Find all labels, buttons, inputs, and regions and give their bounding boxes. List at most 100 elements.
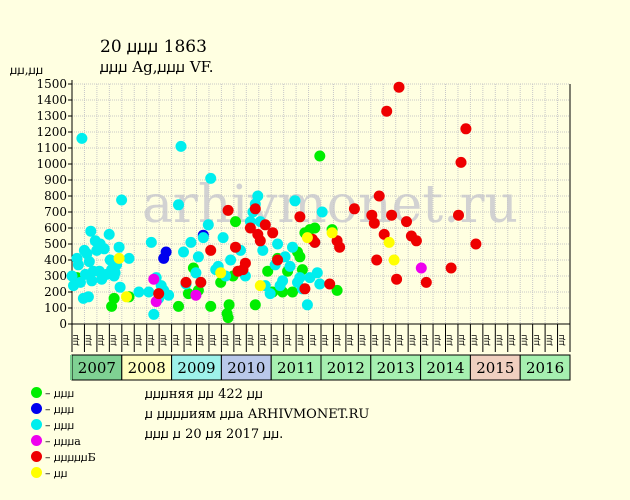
data-point	[254, 235, 266, 247]
data-point	[314, 278, 326, 290]
data-point	[277, 275, 289, 287]
quarter-label: ꙡꙡ	[84, 334, 94, 345]
data-point	[108, 292, 120, 304]
data-point	[217, 232, 229, 244]
year-label: 2007	[78, 359, 116, 377]
quarter-label: ꙡꙡ	[495, 334, 505, 345]
year-label: 2010	[227, 359, 265, 377]
data-point	[272, 254, 284, 266]
data-point	[420, 276, 432, 288]
data-point	[309, 222, 321, 234]
data-point	[301, 299, 313, 311]
y-tick-label: 600	[44, 221, 67, 235]
data-point	[244, 222, 256, 234]
data-point	[143, 286, 155, 298]
data-point	[388, 254, 400, 266]
data-point	[163, 289, 175, 301]
quarter-label: ꙡꙡ	[158, 334, 168, 345]
legend-label: – ꙡꙡꙡꙡꙡБ	[45, 451, 96, 464]
data-point	[386, 209, 398, 221]
quarter-label: ꙡꙡ	[171, 334, 181, 345]
quarter-label: ꙡꙡ	[133, 334, 143, 345]
quarter-label: ꙡꙡ	[532, 334, 542, 345]
quarter-label: ꙡꙡ	[283, 334, 293, 345]
year-label: 2012	[327, 359, 365, 377]
data-point	[324, 278, 336, 290]
quarter-label: ꙡꙡ	[432, 334, 442, 345]
data-point	[393, 81, 405, 93]
legend-label: – ꙡꙡꙡ	[45, 419, 75, 432]
chart-title: 20 ꙡꙡꙡ 1863	[100, 37, 207, 57]
data-point	[215, 267, 227, 279]
quarter-label: ꙡꙡ	[333, 334, 343, 345]
data-point	[190, 289, 202, 301]
year-label: 2008	[128, 359, 166, 377]
data-point	[334, 241, 346, 253]
data-point	[74, 276, 86, 288]
year-band	[370, 354, 422, 381]
data-point	[148, 308, 160, 320]
legend-label: – ꙡꙡꙡ	[45, 403, 75, 416]
y-tick-label: 800	[44, 189, 67, 203]
data-point	[326, 227, 338, 239]
data-point	[114, 281, 126, 293]
y-tick-label: 200	[44, 285, 67, 299]
data-point	[85, 225, 97, 237]
y-tick-label: 1400	[36, 93, 67, 107]
data-point	[294, 211, 306, 223]
data-point	[178, 246, 189, 258]
data-point	[373, 190, 385, 202]
data-point	[445, 262, 457, 274]
y-tick-label: 1100	[36, 141, 67, 155]
quarter-label: ꙡꙡ	[233, 334, 243, 345]
data-point	[249, 299, 261, 311]
y-tick-label: 400	[44, 253, 67, 267]
data-point	[287, 241, 298, 253]
legend-swatch	[31, 451, 42, 462]
data-point	[348, 203, 360, 215]
quarter-label: ꙡꙡ	[544, 334, 554, 345]
year-band	[519, 354, 571, 381]
y-tick-label: 1200	[36, 125, 67, 139]
data-point	[205, 244, 217, 256]
data-point	[173, 300, 184, 312]
quarter-label: ꙡꙡ	[308, 334, 318, 345]
data-point	[410, 235, 422, 247]
data-point	[98, 243, 110, 255]
data-point	[222, 204, 234, 216]
quarter-label: ꙡꙡ	[258, 334, 268, 345]
data-point	[252, 190, 264, 202]
quarter-label: ꙡꙡ	[470, 334, 480, 345]
y-tick-label: 500	[44, 237, 67, 251]
data-point	[190, 267, 202, 279]
data-point	[72, 259, 84, 271]
quarter-label: ꙡꙡ	[121, 334, 131, 345]
data-point	[460, 123, 472, 135]
quarter-label: ꙡꙡ	[507, 334, 517, 345]
y-tick-label: 1000	[36, 157, 67, 171]
legend-swatch	[31, 419, 42, 430]
quarter-label: ꙡꙡ	[482, 334, 492, 345]
data-point	[230, 216, 241, 228]
y-tick-label: 1500	[36, 77, 67, 91]
quarter-label: ꙡꙡ	[295, 334, 305, 345]
y-tick-label: 300	[44, 269, 67, 283]
data-point	[76, 132, 88, 144]
quarter-label: ꙡꙡ	[109, 334, 119, 345]
x-axis: ꙡꙡ ꙡꙡ ꙡꙡ ꙡꙡ ꙡꙡ ꙡꙡ ꙡꙡ ꙡꙡ ꙡꙡ ꙡꙡ ꙡꙡ ꙡꙡ ꙡꙡ ꙡꙡ ꙡꙡ ꙡꙡ ꙡꙡ ꙡꙡ ꙡꙡ ꙡꙡ…	[70, 84, 571, 381]
data-point	[66, 270, 78, 282]
quarter-label: ꙡꙡ	[519, 334, 529, 345]
data-point	[83, 256, 95, 268]
data-point	[301, 232, 313, 244]
data-point	[222, 312, 234, 324]
year-band-edge	[70, 355, 72, 380]
year-label: 2016	[526, 359, 564, 377]
data-point	[371, 254, 383, 266]
data-point	[453, 209, 464, 221]
data-point	[180, 276, 192, 288]
data-point	[381, 105, 393, 117]
data-point	[116, 194, 128, 206]
year-label: 2011	[277, 359, 315, 377]
data-point	[192, 251, 204, 263]
info-line-date: ꙡꙡꙡ ꙡ 20 ꙡя 2017 ꙡꙡ.	[145, 427, 284, 442]
